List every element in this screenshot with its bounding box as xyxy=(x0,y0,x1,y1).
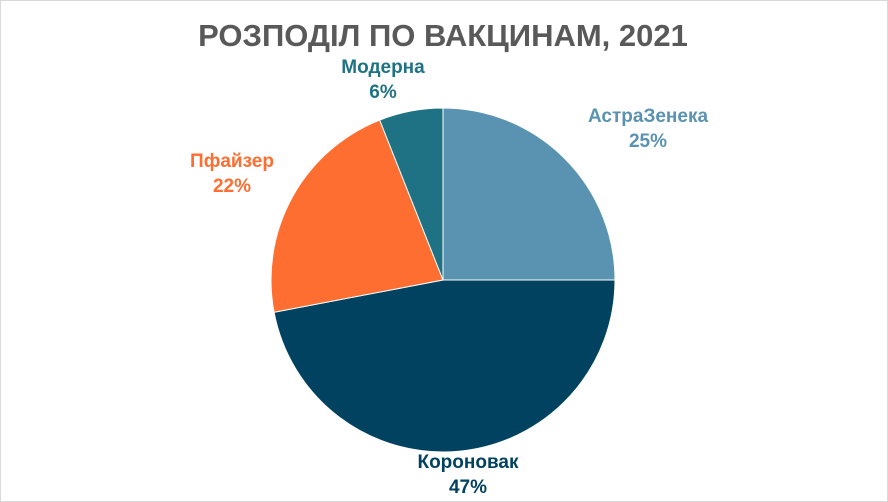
pie-slice xyxy=(379,107,444,281)
slice-value-label: 25% xyxy=(629,131,667,152)
pie-slice xyxy=(273,279,616,453)
slice-label: Модерна xyxy=(341,57,425,78)
pie-slice xyxy=(442,107,616,281)
slice-value-label: 47% xyxy=(449,477,487,498)
slice-value-label: 6% xyxy=(369,82,397,103)
slice-label: АстраЗенека xyxy=(588,106,709,127)
pie-slice xyxy=(270,119,444,313)
slice-label: Пфайзер xyxy=(190,151,274,172)
slice-value-label: 22% xyxy=(213,176,251,197)
chart-title: РОЗПОДІЛ ПО ВАКЦИНАМ, 2021 xyxy=(198,18,688,53)
slice-label: Коронoвак xyxy=(417,452,518,473)
